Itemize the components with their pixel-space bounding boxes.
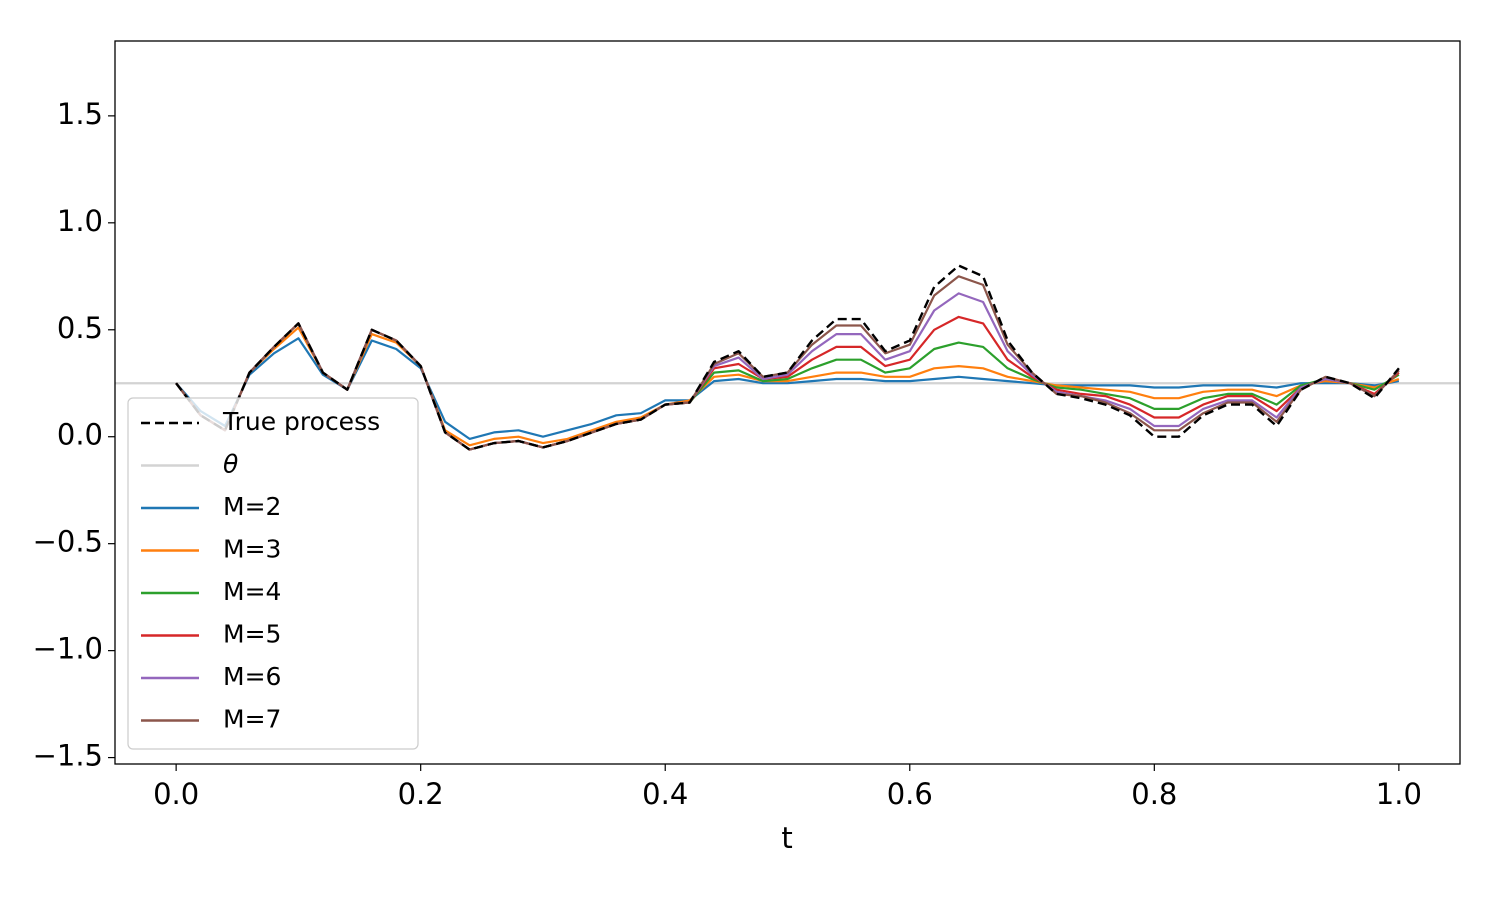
x-tick-label: 0.6 — [887, 777, 933, 811]
legend-label: M=3 — [223, 535, 281, 564]
legend-label: M=4 — [223, 577, 281, 606]
series-line — [175, 264, 1400, 451]
series-line — [175, 326, 1400, 447]
y-tick-label: −1.5 — [33, 739, 103, 773]
y-tick-label: 1.0 — [57, 204, 103, 238]
legend-label: M=5 — [223, 620, 281, 649]
plot-frame — [114, 40, 1461, 765]
x-tick-label: 1.0 — [1376, 777, 1422, 811]
series-line — [175, 337, 1400, 440]
x-tick-label: 0.8 — [1131, 777, 1177, 811]
series-line — [175, 275, 1400, 451]
legend-label: M=2 — [223, 492, 281, 521]
legend-label: True process — [222, 407, 380, 436]
y-tick-label: 0.0 — [57, 418, 103, 452]
legend-label: M=6 — [223, 662, 281, 691]
x-axis-label: t — [781, 821, 792, 855]
x-tick-label: 0.2 — [398, 777, 444, 811]
y-tick-label: −0.5 — [33, 525, 103, 559]
y-tick-label: 0.5 — [57, 311, 103, 345]
x-tick-label: 0.4 — [642, 777, 688, 811]
legend-label: θ — [223, 450, 238, 479]
legend: True process θ M=2 M=3 M=4 M=5 M=6 M=7 — [127, 397, 419, 750]
x-tick-label: 0.0 — [153, 777, 199, 811]
legend-label: M=7 — [223, 705, 281, 734]
legend-box — [127, 397, 419, 750]
y-tick-label: 1.5 — [57, 97, 103, 131]
y-tick-label: −1.0 — [33, 632, 103, 666]
